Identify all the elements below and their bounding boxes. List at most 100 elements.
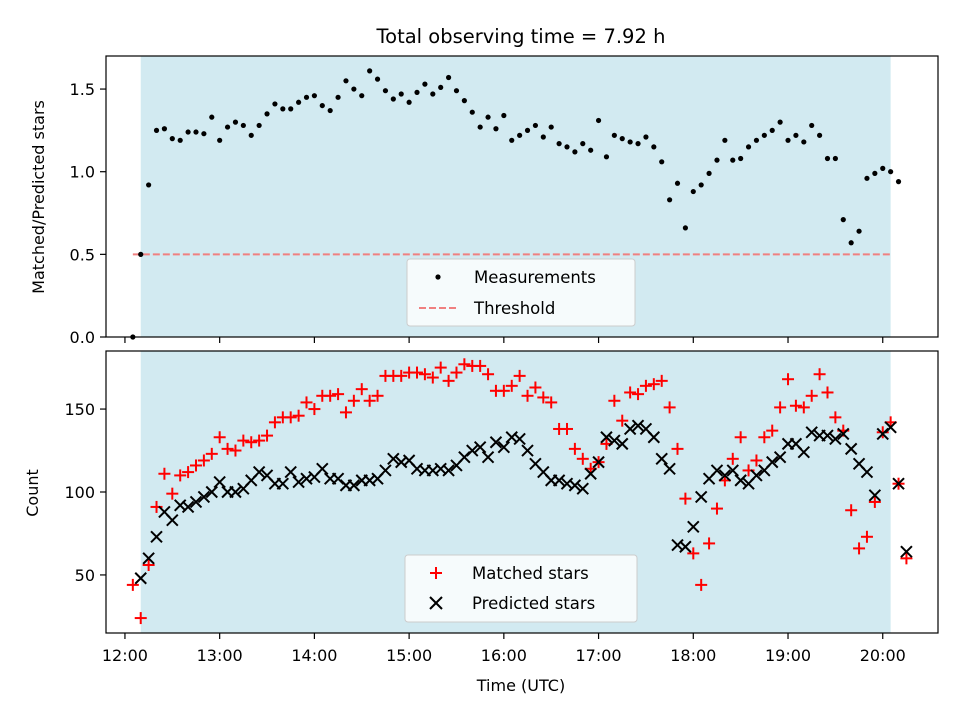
measurement-point [832, 155, 838, 162]
count-y-ticks: 50 100 150 [64, 400, 106, 585]
count-x-tick-label: 14:00 [291, 646, 337, 665]
measurement-point [643, 134, 649, 140]
measurement-point [769, 127, 775, 133]
measurement-point [619, 136, 625, 142]
measurement-point [185, 129, 191, 135]
predicted-star-point [284, 465, 297, 479]
measurement-point [895, 179, 902, 185]
matched-star-point [616, 414, 629, 427]
measurement-point [374, 76, 381, 82]
measurement-point [414, 89, 420, 95]
matched-star-point [371, 389, 384, 402]
matched-star-point [221, 442, 234, 455]
predicted-star-point [623, 422, 637, 436]
matched-star-point [261, 429, 274, 442]
matched-star-point [197, 454, 210, 467]
predicted-star-point [805, 426, 818, 439]
measurement-point [224, 124, 231, 130]
count-x-tick-label: 12:00 [102, 646, 148, 665]
predicted-star-point [592, 455, 605, 469]
measurements-legend-marker [435, 274, 441, 280]
predicted-star-point [860, 465, 874, 479]
matched-star-point [529, 381, 542, 394]
matched-star-point [458, 358, 471, 371]
predicted-star-point [387, 452, 400, 466]
predicted-star-point [679, 540, 692, 553]
matched-star-point [126, 578, 139, 591]
predicted-stars-legend-label: Predicted stars [472, 594, 595, 613]
matched-star-point [268, 416, 281, 429]
count-legend-box [404, 554, 638, 623]
ratio-y-tick-label: 0.5 [70, 245, 95, 264]
measurement-point [595, 117, 602, 124]
count-x-tick-label: 18:00 [670, 646, 716, 665]
measurement-point [588, 147, 594, 153]
count-axes-frame [105, 350, 939, 634]
predicted-star-point [521, 444, 534, 457]
matched-star-point [513, 369, 526, 382]
ratio-legend-box [406, 258, 636, 327]
measurement-point [288, 106, 294, 112]
matched-star-point [182, 466, 195, 479]
measurement-point [201, 131, 207, 137]
ratio-x-ticks [124, 337, 884, 343]
predicted-star-point [197, 490, 211, 504]
measurement-point [193, 129, 199, 135]
matched-star-point [213, 431, 226, 444]
matched-star-point [868, 495, 881, 508]
predicted-star-point [481, 450, 495, 464]
matched-star-point [505, 379, 518, 392]
matched-star-point [734, 431, 747, 444]
measurement-point [690, 188, 696, 195]
matched-star-point [789, 399, 802, 412]
predicted-star-point [821, 429, 834, 442]
predicted-star-point [229, 485, 242, 499]
ratio-axes: 0.0 0.5 1.0 1.5 Matched/Predicted stars Mea… [29, 55, 939, 347]
measurement-point [722, 137, 728, 143]
measurement-point [327, 107, 333, 114]
measurement-point [248, 132, 254, 138]
measurement-point [785, 137, 791, 143]
measurement-point [367, 68, 373, 74]
matched-star-point [174, 469, 187, 482]
predicted-star-point [647, 431, 661, 444]
matched-star-point [774, 401, 787, 414]
measurement-point [422, 81, 428, 87]
ratio-y-axis-label: Matched/Predicted stars [29, 100, 48, 294]
matched-star-point [671, 442, 684, 455]
matched-star-point [608, 394, 621, 407]
matched-star-point [710, 502, 723, 515]
measurement-point [382, 88, 389, 94]
matched-star-point [229, 444, 242, 457]
measurement-point [209, 114, 215, 120]
matched-star-point [395, 369, 408, 382]
matched-star-point [253, 434, 266, 447]
measurement-point [485, 114, 491, 120]
predicted-star-point [797, 445, 811, 459]
measurement-point [880, 165, 886, 171]
measurement-point [603, 154, 610, 160]
measurement-point [611, 132, 617, 138]
predicted-star-point [473, 441, 487, 454]
measurement-point [809, 122, 815, 129]
measurement-point [343, 78, 349, 84]
measurement-point [793, 132, 799, 138]
measurement-point [524, 127, 531, 133]
ratio-y-tick-label: 0.0 [70, 328, 95, 347]
measurement-point [311, 93, 317, 99]
matched-star-point [766, 424, 779, 437]
matched-star-point [576, 452, 589, 465]
measurement-point [888, 169, 894, 175]
measurement-point [153, 127, 160, 133]
predicted-star-point [584, 467, 597, 480]
measurement-point [816, 132, 823, 138]
measurement-point [351, 86, 357, 92]
measurement-point [161, 126, 168, 132]
matched-star-point [845, 504, 858, 517]
count-x-tick-label: 13:00 [197, 646, 243, 665]
ratio-y-tick-label: 1.0 [70, 163, 95, 182]
measurement-point [801, 139, 807, 145]
matched-star-point [237, 434, 250, 447]
